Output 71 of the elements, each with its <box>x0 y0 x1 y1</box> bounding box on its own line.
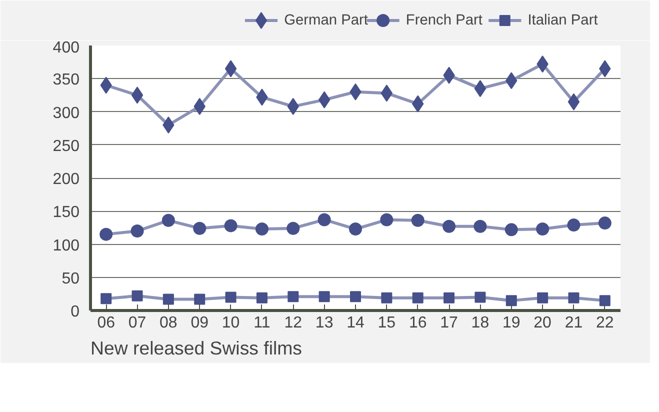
x-tick-label: 18 <box>471 314 490 332</box>
point <box>442 220 456 233</box>
point <box>162 116 174 134</box>
point <box>598 216 612 230</box>
x-tick-label: 13 <box>315 314 334 332</box>
point <box>131 86 144 104</box>
point <box>318 213 331 226</box>
x-tick-label: 10 <box>222 314 240 332</box>
x-tick-label: 15 <box>378 314 396 332</box>
point <box>256 292 268 304</box>
x-tick-label: 12 <box>284 314 302 332</box>
x-tick-label: 08 <box>160 314 178 332</box>
point <box>100 228 113 241</box>
point <box>380 213 394 226</box>
x-tick-label: 20 <box>534 314 552 332</box>
y-tick-label: 100 <box>52 237 80 254</box>
point <box>568 292 580 304</box>
text: New released Swiss films <box>90 338 302 358</box>
x-tick-label: 06 <box>97 314 116 332</box>
point <box>411 214 424 227</box>
point <box>288 291 299 302</box>
x-tick-label: 11 <box>254 314 270 332</box>
point <box>474 292 486 303</box>
point <box>568 93 580 110</box>
point <box>130 224 144 238</box>
point <box>224 60 237 78</box>
x-tick-label: 17 <box>440 314 458 332</box>
x-tick-label: 22 <box>596 314 614 332</box>
point <box>318 91 330 108</box>
x-tick-label: 16 <box>408 314 427 332</box>
legend-label: German Part <box>284 12 368 28</box>
point <box>537 292 548 304</box>
point <box>444 292 455 304</box>
y-tick-label: 400 <box>52 40 80 56</box>
point <box>536 222 550 236</box>
y-tick-label: 250 <box>52 138 80 155</box>
point <box>224 219 238 232</box>
point <box>380 84 393 102</box>
x-tick-label: 19 <box>502 314 520 332</box>
y-tick-label: 200 <box>52 171 80 188</box>
legend-label: French Part <box>406 12 482 28</box>
point <box>506 295 517 306</box>
point <box>599 295 610 306</box>
point <box>162 294 174 305</box>
point <box>350 291 361 302</box>
y-tick-label: 50 <box>62 270 80 288</box>
y-tick-label: 150 <box>52 204 80 222</box>
point <box>504 223 518 236</box>
x-tick-label: 21 <box>564 314 583 332</box>
point <box>567 218 580 232</box>
point <box>474 80 486 98</box>
x-tick-label: 07 <box>128 314 146 332</box>
point <box>318 291 330 302</box>
point <box>381 292 392 304</box>
point <box>412 292 424 304</box>
point <box>132 290 143 302</box>
point <box>162 214 175 227</box>
point <box>474 220 487 233</box>
x-tick-label: 14 <box>346 314 364 332</box>
point <box>255 222 268 236</box>
y-tick-label: 300 <box>52 104 80 122</box>
y-tick-label: 0 <box>70 304 80 320</box>
point <box>194 294 206 305</box>
point <box>193 222 206 235</box>
point <box>286 222 300 235</box>
point <box>100 293 112 304</box>
y-tick-label: 350 <box>52 72 80 89</box>
legend-label: Italian Part <box>528 12 598 28</box>
x-tick-label: 09 <box>190 314 209 332</box>
point <box>225 292 236 303</box>
point <box>349 222 362 236</box>
